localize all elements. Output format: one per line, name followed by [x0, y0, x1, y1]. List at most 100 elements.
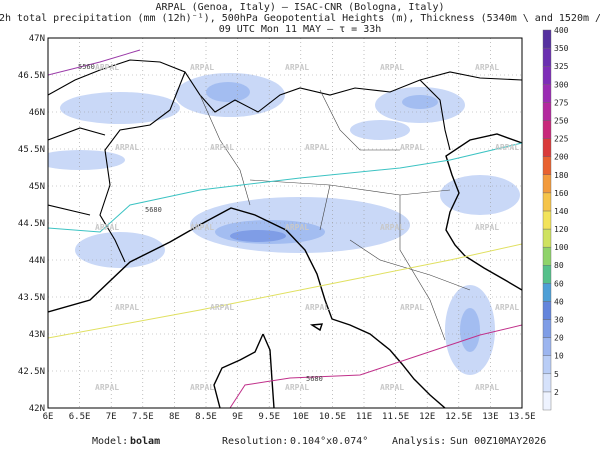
watermark: ARPAL: [495, 143, 519, 152]
lat-labels: 47N 46.5N 46N 45.5N 45N 44.5N 44N 43.5N 43N 42.5N…: [18, 34, 45, 414]
lon-label: 7E: [106, 412, 117, 422]
coastline: [48, 207, 446, 408]
footer-label: Model:: [92, 436, 128, 447]
colorbar-swatch: [542, 337, 552, 356]
watermark: ARPAL: [380, 223, 404, 232]
precip-area: [350, 120, 410, 140]
colorbar-label: 225: [554, 135, 569, 144]
watermark: ARPAL: [285, 63, 309, 72]
watermark: ARPAL: [115, 303, 139, 312]
header: ARPAL (Genoa, Italy) – ISAC-CNR (Bologna…: [0, 2, 600, 35]
lon-label: 6.5E: [69, 412, 91, 422]
lon-label: 10.5E: [319, 412, 346, 422]
height-contour: [48, 49, 141, 76]
lat-label: 45N: [29, 182, 45, 192]
colorbar-label: 10: [554, 352, 564, 361]
colorbar-swatch: [542, 301, 552, 320]
lat-label: 42.5N: [18, 367, 45, 377]
lon-label: 13E: [482, 412, 498, 422]
colorbar-swatch: [542, 319, 552, 338]
footer-value: 0.104°x0.074°: [290, 436, 368, 447]
footer-label: Resolution:: [222, 436, 288, 447]
colorbar-swatch: [542, 138, 552, 157]
contours: [48, 49, 522, 408]
corsica-coast: [213, 333, 275, 408]
watermark: ARPAL: [285, 223, 309, 232]
watermarks: ARPAL ARPAL ARPAL ARPAL ARPAL ARPAL ARPAL ARPAL…: [95, 63, 519, 392]
lat-label: 46.5N: [18, 71, 45, 81]
colorbar-label: 250: [554, 116, 569, 125]
map-frame: [47, 37, 523, 409]
lon-label: 12E: [419, 412, 435, 422]
colorbar-swatch: [542, 228, 552, 248]
watermark: ARPAL: [210, 143, 234, 152]
watermark: ARPAL: [495, 303, 519, 312]
header-line: ARPAL (Genoa, Italy) – ISAC-CNR (Bologna…: [156, 2, 445, 13]
watermark: ARPAL: [285, 383, 309, 392]
border: [419, 79, 451, 151]
header-line: 12h total precipitation (mm (12h)⁻¹), 50…: [0, 13, 600, 24]
colorbar-swatch: [542, 192, 552, 212]
colorbar-swatch: [542, 174, 552, 194]
colorbar-swatch: [542, 156, 552, 175]
colorbar-swatch: [542, 84, 552, 103]
colorbar-swatch: [542, 391, 552, 411]
contour-label: 5680: [145, 206, 162, 214]
colorbar-swatch: [542, 373, 552, 393]
footer: Model: bolam Resolution: 0.104°x0.074° A…: [92, 436, 546, 447]
lon-label: 13.5E: [508, 412, 535, 422]
colorbar-swatch: [542, 265, 552, 284]
precip-area: [402, 95, 438, 109]
colorbar-swatch: [542, 120, 552, 139]
colorbar-label: 350: [554, 44, 569, 53]
watermark: ARPAL: [210, 303, 234, 312]
watermark: ARPAL: [95, 223, 119, 232]
contour-labels: 5560 5680 5680: [78, 63, 323, 383]
lat-label: 45.5N: [18, 145, 45, 155]
lat-label: 47N: [29, 34, 45, 44]
graticule: [48, 38, 522, 408]
watermark: ARPAL: [95, 383, 119, 392]
watermark: ARPAL: [400, 143, 424, 152]
lat-label: 42N: [29, 404, 45, 414]
regional-borders: [199, 89, 471, 341]
borders: [48, 59, 522, 263]
colorbar-label: 400: [554, 26, 569, 35]
colorbar-label: 275: [554, 98, 569, 107]
coastline: [445, 133, 522, 291]
colorbar-label: 20: [554, 334, 564, 343]
lat-label: 43N: [29, 330, 45, 340]
precip-area: [60, 92, 180, 124]
colorbar-swatch: [542, 47, 552, 67]
watermark: ARPAL: [190, 223, 214, 232]
lon-label: 7.5E: [132, 412, 154, 422]
watermark: ARPAL: [190, 63, 214, 72]
thickness-contour: [48, 142, 522, 233]
watermark: ARPAL: [475, 223, 499, 232]
lat-label: 46N: [29, 108, 45, 118]
lon-label: 11E: [356, 412, 372, 422]
watermark: ARPAL: [95, 63, 119, 72]
watermark: ARPAL: [475, 383, 499, 392]
watermark: ARPAL: [380, 63, 404, 72]
colorbar-label: 120: [554, 225, 569, 234]
lon-label: 8.5E: [195, 412, 217, 422]
watermark: ARPAL: [380, 383, 404, 392]
lat-label: 44.5N: [18, 219, 45, 229]
lon-label: 9.5E: [258, 412, 280, 422]
watermark: ARPAL: [475, 63, 499, 72]
footer-label: Analysis:: [392, 436, 446, 447]
thickness-contour: [48, 243, 522, 339]
elba: [309, 323, 324, 332]
colorbar-swatch: [542, 283, 552, 302]
lon-label: 10E: [293, 412, 309, 422]
colorbar-label: 100: [554, 243, 569, 252]
header-line: 09 UTC Mon 11 MAY – τ = 33h: [219, 24, 382, 35]
lon-label: 8E: [169, 412, 180, 422]
precip-core: [230, 230, 286, 242]
height-contour: [229, 324, 522, 408]
border: [99, 71, 186, 263]
contour-label: 5560: [78, 63, 95, 71]
lon-labels: 6E 6.5E 7E 7.5E 8E 8.5E 9E 9.5E 10E 10.5E 11E 11.5E…: [43, 412, 536, 422]
